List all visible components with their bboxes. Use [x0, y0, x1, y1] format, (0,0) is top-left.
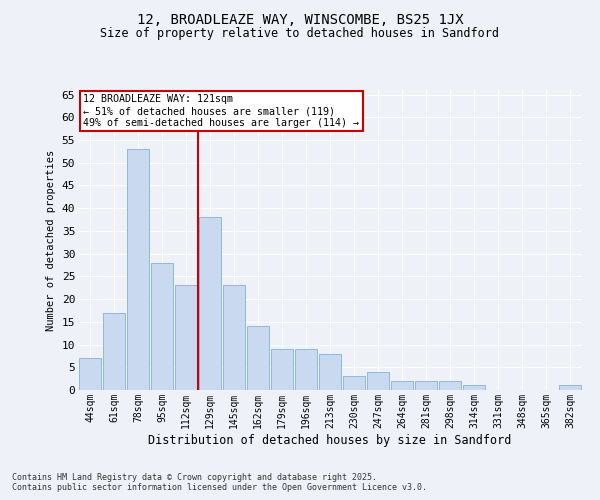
Bar — [223, 286, 245, 390]
Bar — [391, 381, 413, 390]
Bar — [247, 326, 269, 390]
Bar — [295, 349, 317, 390]
Bar — [103, 312, 125, 390]
Bar — [415, 381, 437, 390]
Text: Size of property relative to detached houses in Sandford: Size of property relative to detached ho… — [101, 28, 499, 40]
Bar — [367, 372, 389, 390]
Bar — [439, 381, 461, 390]
Y-axis label: Number of detached properties: Number of detached properties — [46, 150, 56, 330]
Bar — [127, 149, 149, 390]
Bar — [343, 376, 365, 390]
Bar — [319, 354, 341, 390]
Text: 12, BROADLEAZE WAY, WINSCOMBE, BS25 1JX: 12, BROADLEAZE WAY, WINSCOMBE, BS25 1JX — [137, 12, 463, 26]
Text: 12 BROADLEAZE WAY: 121sqm
← 51% of detached houses are smaller (119)
49% of semi: 12 BROADLEAZE WAY: 121sqm ← 51% of detac… — [83, 94, 359, 128]
Bar — [175, 286, 197, 390]
Bar — [199, 218, 221, 390]
Bar — [559, 386, 581, 390]
Bar — [151, 262, 173, 390]
Bar — [271, 349, 293, 390]
Bar — [79, 358, 101, 390]
Text: Contains HM Land Registry data © Crown copyright and database right 2025.
Contai: Contains HM Land Registry data © Crown c… — [12, 473, 427, 492]
Bar — [463, 386, 485, 390]
X-axis label: Distribution of detached houses by size in Sandford: Distribution of detached houses by size … — [148, 434, 512, 446]
